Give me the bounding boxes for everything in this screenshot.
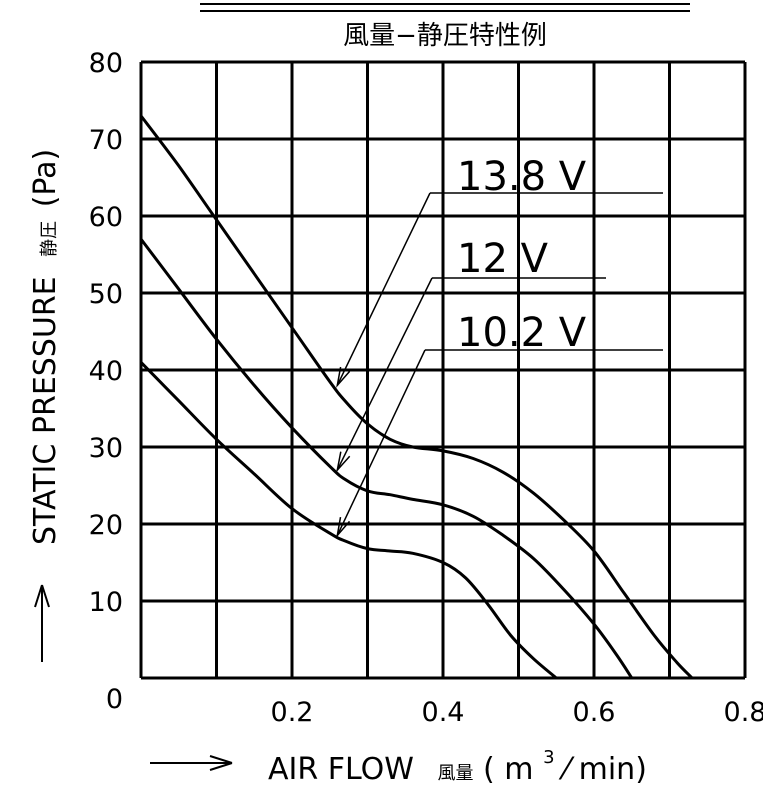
- series-leader-arrow-icon: [336, 516, 351, 539]
- series-line-2: [139, 361, 558, 680]
- y-tick-label: 50: [89, 279, 123, 310]
- series-leaders: [336, 192, 663, 539]
- y-tick-label: 80: [89, 48, 123, 79]
- x-tick-label: 0.4: [422, 697, 465, 728]
- y-tick-label: 40: [89, 356, 123, 387]
- y-arrow-head-icon: [34, 584, 50, 608]
- series-leader-line: [336, 277, 433, 471]
- chart-title: 風量−静圧特性例: [343, 21, 547, 51]
- x-tick-label: 0: [106, 684, 123, 715]
- x-tick-label: 0.2: [271, 697, 314, 728]
- series-leader-arrow-icon: [336, 366, 351, 388]
- x-arrow-head-icon: [209, 755, 233, 771]
- x-axis-unit-rest: ⁄ min): [558, 752, 647, 787]
- x-tick-label: 0.6: [573, 697, 616, 728]
- data-series: [139, 114, 694, 680]
- y-tick-label: 20: [89, 510, 123, 541]
- x-axis-label-group: AIR FLOW 風量 ( m 3 ⁄ min): [150, 736, 647, 787]
- y-tick-label: 60: [89, 202, 123, 233]
- y-tick-label: 70: [89, 125, 123, 156]
- series-leader-line: [336, 349, 426, 536]
- series-leader-line: [336, 192, 431, 386]
- x-axis-unit-m: m: [504, 752, 533, 787]
- y-tick-label: 10: [89, 587, 123, 618]
- tick-labels: 10 20 30 40 50 60 70 80 0 0.2 0.4 0.6 0.8: [89, 48, 763, 728]
- y-tick-label: 30: [89, 433, 123, 464]
- x-axis-unit-sup: 3: [543, 747, 554, 768]
- plot-grid: [139, 60, 747, 680]
- series-label-13-8v: 13.8 V: [457, 154, 587, 200]
- y-axis-label-jp: 静圧: [39, 221, 60, 257]
- series-line-1: [139, 238, 634, 679]
- x-axis-label: AIR FLOW 風量 ( m 3 ⁄ min): [268, 736, 647, 787]
- series-leader-arrow-icon: [336, 451, 351, 473]
- y-axis-label-en: STATIC PRESSURE: [28, 276, 63, 545]
- x-axis-unit-open: (: [483, 752, 495, 787]
- y-axis-label: STATIC PRESSURE 静圧 (Pa): [28, 149, 63, 545]
- y-axis-unit: (Pa): [28, 149, 63, 208]
- y-axis-label-group: STATIC PRESSURE 静圧 (Pa): [28, 149, 63, 662]
- x-tick-label: 0.8: [724, 697, 763, 728]
- x-axis-label-en: AIR FLOW: [268, 752, 414, 787]
- series-label-10-2v: 10.2 V: [457, 310, 587, 356]
- series-line-0: [139, 114, 694, 680]
- series-label-12v: 12 V: [457, 236, 549, 282]
- x-axis-label-jp: 風量: [437, 763, 473, 784]
